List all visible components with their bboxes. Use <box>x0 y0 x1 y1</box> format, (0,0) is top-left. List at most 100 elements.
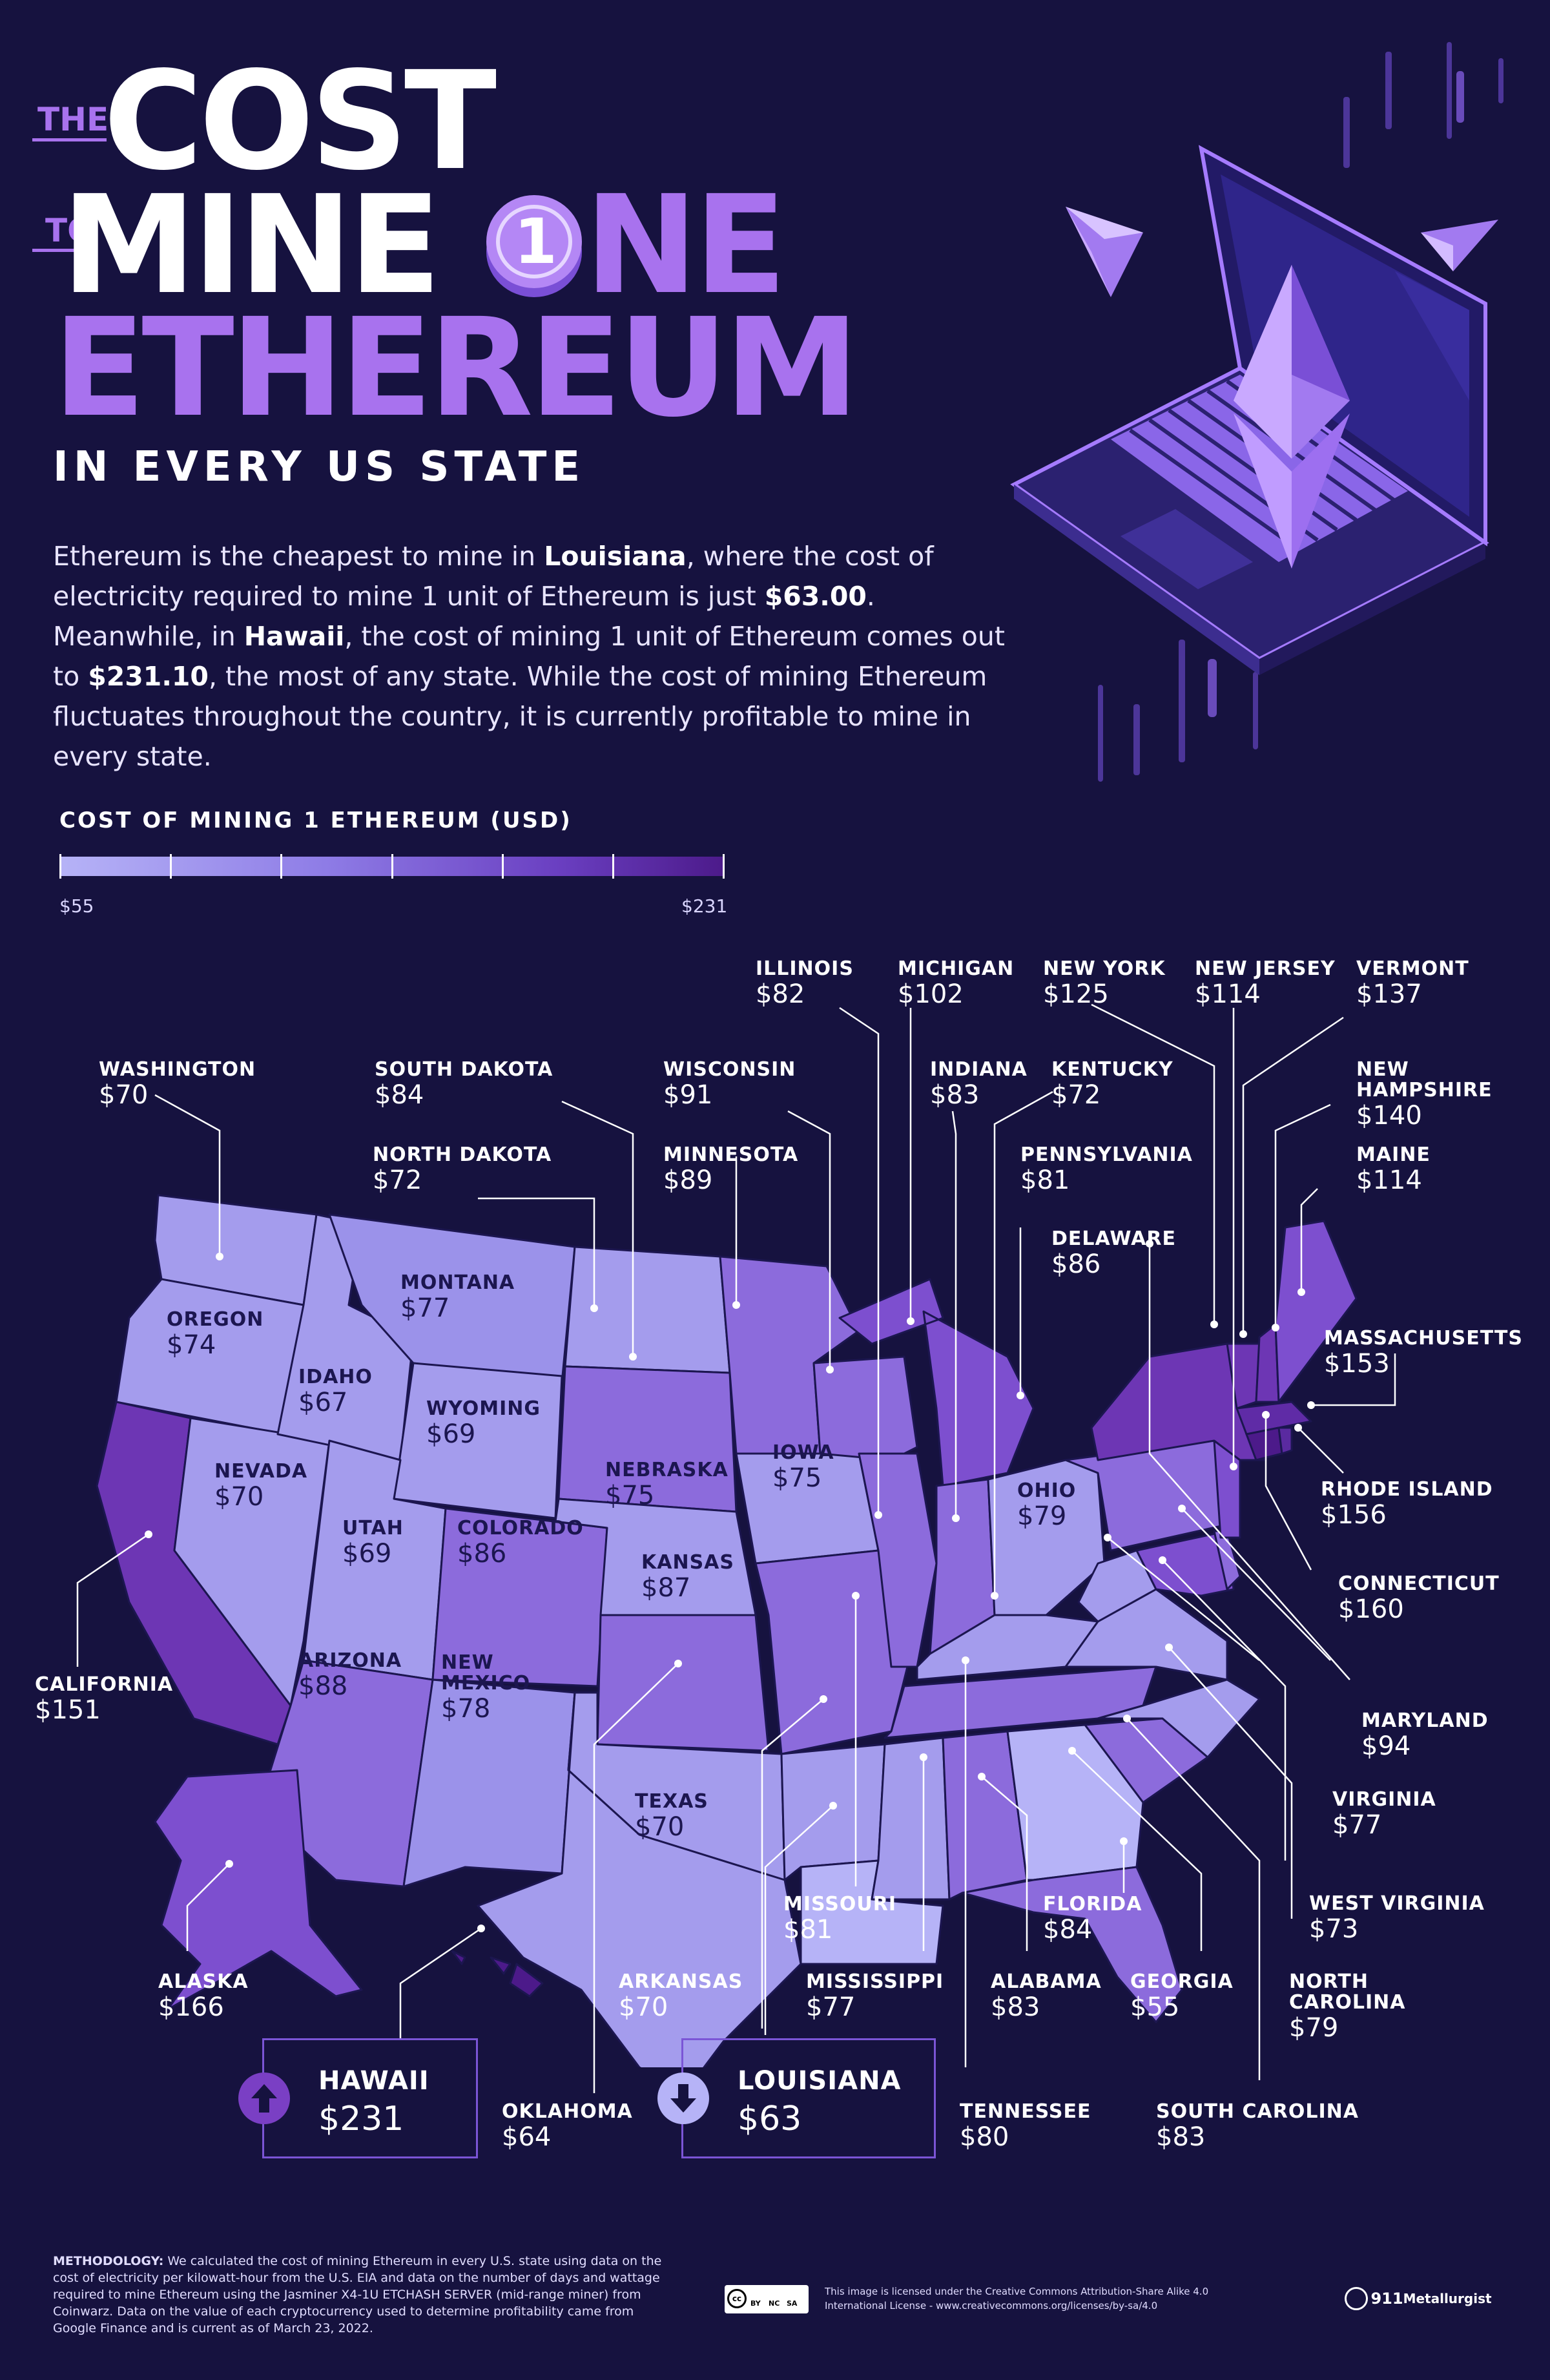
state-arkansas <box>780 1743 886 1881</box>
label-montana: MONTANA $77 <box>400 1273 515 1324</box>
state-value: $137 <box>1356 979 1422 1009</box>
label-delaware: DELAWARE $86 <box>1051 1229 1176 1280</box>
brand-icon <box>1345 2287 1368 2310</box>
title-one: NE <box>584 166 787 324</box>
state-value: $88 <box>298 1671 348 1701</box>
state-value: $70 <box>99 1080 149 1110</box>
state-name: COLORADO <box>457 1517 584 1540</box>
state-name: HAMPSHIRE <box>1356 1079 1493 1101</box>
label-wisconsin: WISCONSIN $91 <box>663 1060 796 1111</box>
brand-logo: 911Metallurgist <box>1345 2287 1492 2310</box>
state-name: CALIFORNIA <box>35 1673 174 1696</box>
label-texas: TEXAS $70 <box>635 1791 708 1842</box>
state-value: $151 <box>35 1695 101 1725</box>
legend-tick <box>59 854 61 879</box>
state-name: ALASKA <box>158 1970 249 1993</box>
state-name: TEXAS <box>635 1790 708 1813</box>
state-value: $153 <box>1324 1349 1390 1379</box>
state-name: GEORGIA <box>1130 1970 1234 1993</box>
state-value: $94 <box>1361 1731 1411 1761</box>
state-name: ARIZONA <box>298 1649 402 1672</box>
brand-name: Metallurgist <box>1403 2291 1492 2306</box>
intro-text-1: Ethereum is the cheapest to mine in <box>53 541 544 572</box>
state-value: $82 <box>756 979 805 1009</box>
label-idaho: IDAHO $67 <box>298 1367 373 1418</box>
state-value: $83 <box>991 1992 1040 2022</box>
state-name: NORTH DAKOTA <box>373 1143 552 1166</box>
state-name: MAINE <box>1356 1143 1431 1166</box>
label-arizona: ARIZONA $88 <box>298 1649 402 1702</box>
label-kansas: KANSAS $87 <box>641 1552 734 1603</box>
label-california: CALIFORNIA $151 <box>35 1673 174 1726</box>
state-mississippi <box>871 1737 951 1901</box>
callout-lowest-louisiana: LOUISIANA $63 <box>657 2038 936 2158</box>
state-name: NEW JERSEY <box>1195 957 1336 980</box>
state-value: $166 <box>158 1992 224 2022</box>
state-value: $160 <box>1338 1594 1404 1624</box>
state-value: $75 <box>605 1481 655 1510</box>
label-south-dakota: SOUTH DAKOTA $84 <box>375 1060 553 1111</box>
state-name: MINNESOTA <box>663 1143 799 1166</box>
state-name: MARYLAND <box>1361 1709 1489 1732</box>
title-block: THE COST TO MINE 1 NE ETHEREUM IN EVERY … <box>0 0 969 517</box>
callout-name: LOUISIANA <box>738 2066 902 2096</box>
label-utah: UTAH $69 <box>342 1518 404 1569</box>
label-new-hampshire: NEW HAMPSHIRE $140 <box>1356 1060 1493 1131</box>
label-new-mexico: NEW MEXICO $78 <box>441 1653 530 1724</box>
legend-tick <box>391 854 393 879</box>
cc-icon: cc <box>727 2289 747 2308</box>
label-michigan: MICHIGAN $102 <box>898 959 1014 1010</box>
state-name: CONNECTICUT <box>1338 1572 1500 1595</box>
title-cost: COST <box>103 42 497 200</box>
label-virginia: VIRGINIA $77 <box>1332 1790 1436 1841</box>
state-name: NORTH <box>1289 1970 1369 1993</box>
callout-highest-hawaii: HAWAII $231 <box>238 2038 478 2158</box>
state-value: $64 <box>502 2122 552 2152</box>
title-to: TO <box>45 212 95 249</box>
state-value: $55 <box>1130 1992 1180 2022</box>
state-name: WASHINGTON <box>99 1058 256 1081</box>
state-name: TENNESSEE <box>960 2100 1091 2123</box>
state-name: ILLINOIS <box>756 957 854 980</box>
state-name: MASSACHUSETTS <box>1324 1327 1523 1350</box>
legend-scale-bar <box>59 854 725 879</box>
label-tennessee: TENNESSEE $80 <box>960 2100 1091 2153</box>
state-name: NEW <box>1356 1058 1409 1081</box>
state-name: IOWA <box>772 1441 834 1464</box>
intro-bold-louisiana: Louisiana <box>544 541 687 572</box>
legend-tick <box>170 854 172 879</box>
intro-text-3: . Meanwhile, in <box>53 581 875 652</box>
state-name: ALABAMA <box>991 1970 1102 1993</box>
state-value: $83 <box>1156 2122 1206 2152</box>
legend-tick <box>502 854 504 879</box>
cc-sa: SA <box>787 2299 798 2308</box>
label-nebraska: NEBRASKA $75 <box>605 1460 728 1511</box>
state-value: $77 <box>1332 1810 1382 1840</box>
callout-name: HAWAII <box>318 2066 429 2096</box>
title-the: THE <box>37 101 109 138</box>
coin-digit: 1 <box>514 205 557 278</box>
legend-tick <box>723 854 725 879</box>
state-name: FLORIDA <box>1043 1893 1142 1915</box>
state-value: $102 <box>898 979 964 1009</box>
label-massachusetts: MASSACHUSETTS $153 <box>1324 1328 1523 1379</box>
state-name: PENNSYLVANIA <box>1020 1143 1193 1166</box>
label-nevada: NEVADA $70 <box>214 1461 307 1512</box>
label-florida: FLORIDA $84 <box>1043 1894 1142 1945</box>
intro-text-5: , the most of any state. While the cost … <box>53 661 987 772</box>
label-connecticut: CONNECTICUT $160 <box>1338 1572 1500 1625</box>
methodology-text: We calculated the cost of mining Ethereu… <box>53 2254 662 2335</box>
title-mine: MINE <box>61 166 441 324</box>
laptop-ethereum-illustration <box>1008 39 1524 814</box>
callout-value: $231 <box>318 2100 404 2138</box>
label-kentucky: KENTUCKY $72 <box>1051 1060 1173 1111</box>
label-mississippi: MISSISSIPPI $77 <box>806 1972 944 2023</box>
state-value: $70 <box>214 1482 264 1512</box>
state-name: NEW <box>441 1651 494 1674</box>
state-name: WEST VIRGINIA <box>1309 1892 1485 1915</box>
intro-text-4: , the cost of mining 1 unit of Ethereum … <box>53 621 1005 692</box>
state-name: OREGON <box>167 1308 264 1331</box>
state-value: $83 <box>930 1080 980 1110</box>
label-colorado: COLORADO $86 <box>457 1518 584 1569</box>
state-name: SOUTH CAROLINA <box>1156 2100 1359 2123</box>
